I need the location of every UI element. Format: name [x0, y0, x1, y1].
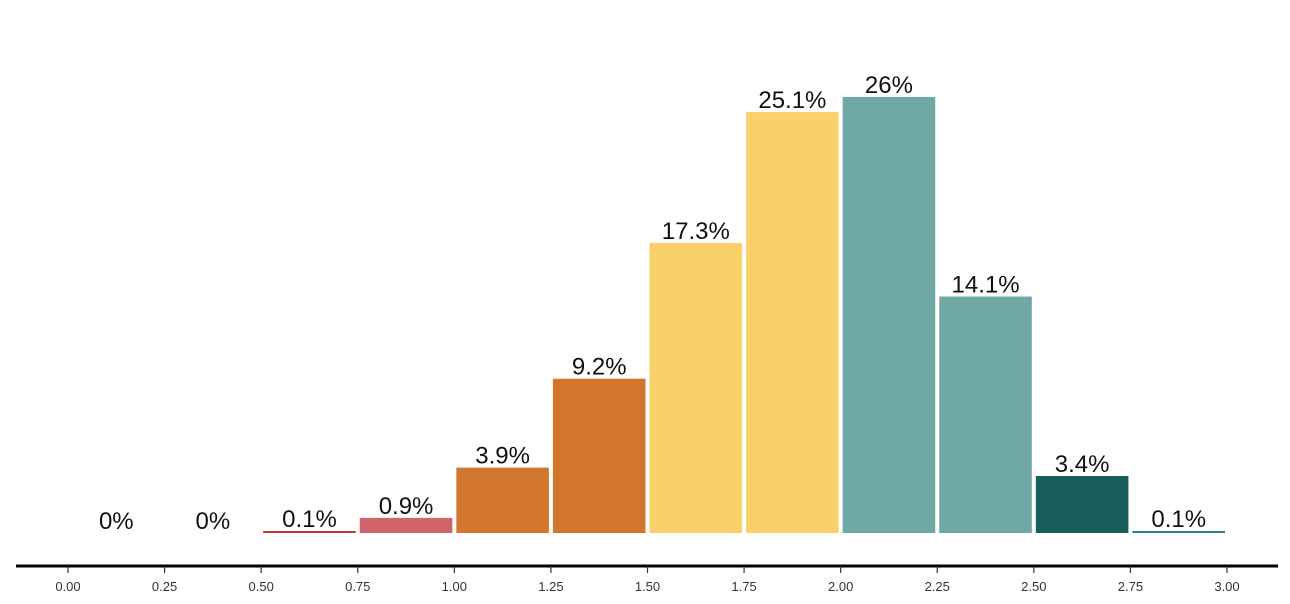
- bar: [842, 96, 936, 533]
- x-tick-label: 0.75: [345, 579, 370, 594]
- bars-group: [263, 96, 1225, 533]
- bar: [649, 242, 743, 533]
- x-tick-label: 0.25: [152, 579, 177, 594]
- x-tick-label: 1.50: [635, 579, 660, 594]
- bar: [1132, 531, 1225, 533]
- x-tick-label: 0.50: [249, 579, 274, 594]
- data-label: 0%: [99, 508, 134, 535]
- data-label: 0.1%: [282, 506, 337, 533]
- data-label: 14.1%: [952, 272, 1020, 299]
- x-tick-label: 1.25: [538, 579, 563, 594]
- bar: [746, 112, 839, 533]
- x-tick-label: 2.50: [1021, 579, 1046, 594]
- x-tick-label: 1.75: [731, 579, 756, 594]
- bar: [359, 517, 453, 533]
- data-labels-group: 0% 0% 0.1% 0.9% 3.9% 9.2% 17.3% 25.1% 26% 14.1% 3.…: [99, 72, 1206, 535]
- data-label: 17.3%: [662, 218, 730, 245]
- x-tick-label: 2.75: [1118, 579, 1143, 594]
- data-label: 25.1%: [758, 87, 826, 114]
- bar: [1035, 475, 1129, 533]
- x-tick-label: 0.00: [55, 579, 80, 594]
- x-axis-ticks: 0.00 0.25 0.50 0.75 1.00 1.25 1.50 1.75 2.00 2.25…: [55, 566, 1240, 594]
- data-label: 3.9%: [475, 443, 530, 470]
- bar: [263, 531, 356, 533]
- data-label: 26%: [865, 72, 913, 99]
- data-label: 0.9%: [379, 493, 434, 520]
- data-label: 0.1%: [1151, 506, 1206, 533]
- x-tick-label: 2.00: [828, 579, 853, 594]
- data-label: 0%: [196, 508, 231, 535]
- bar: [552, 378, 646, 533]
- data-label: 3.4%: [1055, 451, 1110, 478]
- bar: [939, 296, 1032, 533]
- x-tick-label: 3.00: [1214, 579, 1239, 594]
- x-tick-label: 2.25: [925, 579, 950, 594]
- bar: [456, 467, 549, 533]
- x-tick-label: 1.00: [442, 579, 467, 594]
- data-label: 9.2%: [572, 354, 627, 381]
